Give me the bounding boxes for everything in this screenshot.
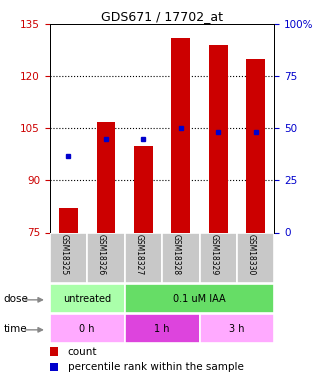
Bar xyxy=(50,284,125,313)
Text: GSM18328: GSM18328 xyxy=(172,234,181,275)
Text: dose: dose xyxy=(3,294,28,303)
Text: GSM18329: GSM18329 xyxy=(209,234,218,275)
Bar xyxy=(50,363,58,371)
Text: GSM18330: GSM18330 xyxy=(247,234,256,275)
Bar xyxy=(125,314,200,343)
Bar xyxy=(125,232,162,283)
Text: 0 h: 0 h xyxy=(80,324,95,333)
Text: percentile rank within the sample: percentile rank within the sample xyxy=(68,362,244,372)
Text: time: time xyxy=(3,324,27,333)
Bar xyxy=(50,314,125,343)
Bar xyxy=(200,232,237,283)
Bar xyxy=(209,45,228,232)
Bar xyxy=(162,232,200,283)
Bar xyxy=(59,208,78,232)
Bar xyxy=(125,284,274,313)
Text: GSM18327: GSM18327 xyxy=(134,234,143,275)
Text: 1 h: 1 h xyxy=(154,324,170,333)
Text: 0.1 uM IAA: 0.1 uM IAA xyxy=(173,294,226,303)
Text: count: count xyxy=(68,346,97,357)
Text: 3 h: 3 h xyxy=(229,324,245,333)
Text: GSM18326: GSM18326 xyxy=(97,234,106,275)
Bar xyxy=(237,232,274,283)
Text: GSM18325: GSM18325 xyxy=(59,234,68,275)
Bar xyxy=(134,146,153,232)
Bar xyxy=(50,347,58,356)
Bar xyxy=(97,122,115,232)
Bar xyxy=(200,314,274,343)
Bar xyxy=(171,38,190,232)
Text: untreated: untreated xyxy=(63,294,111,303)
Bar xyxy=(87,232,125,283)
Bar xyxy=(247,59,265,232)
Title: GDS671 / 17702_at: GDS671 / 17702_at xyxy=(101,10,223,23)
Bar xyxy=(50,232,87,283)
